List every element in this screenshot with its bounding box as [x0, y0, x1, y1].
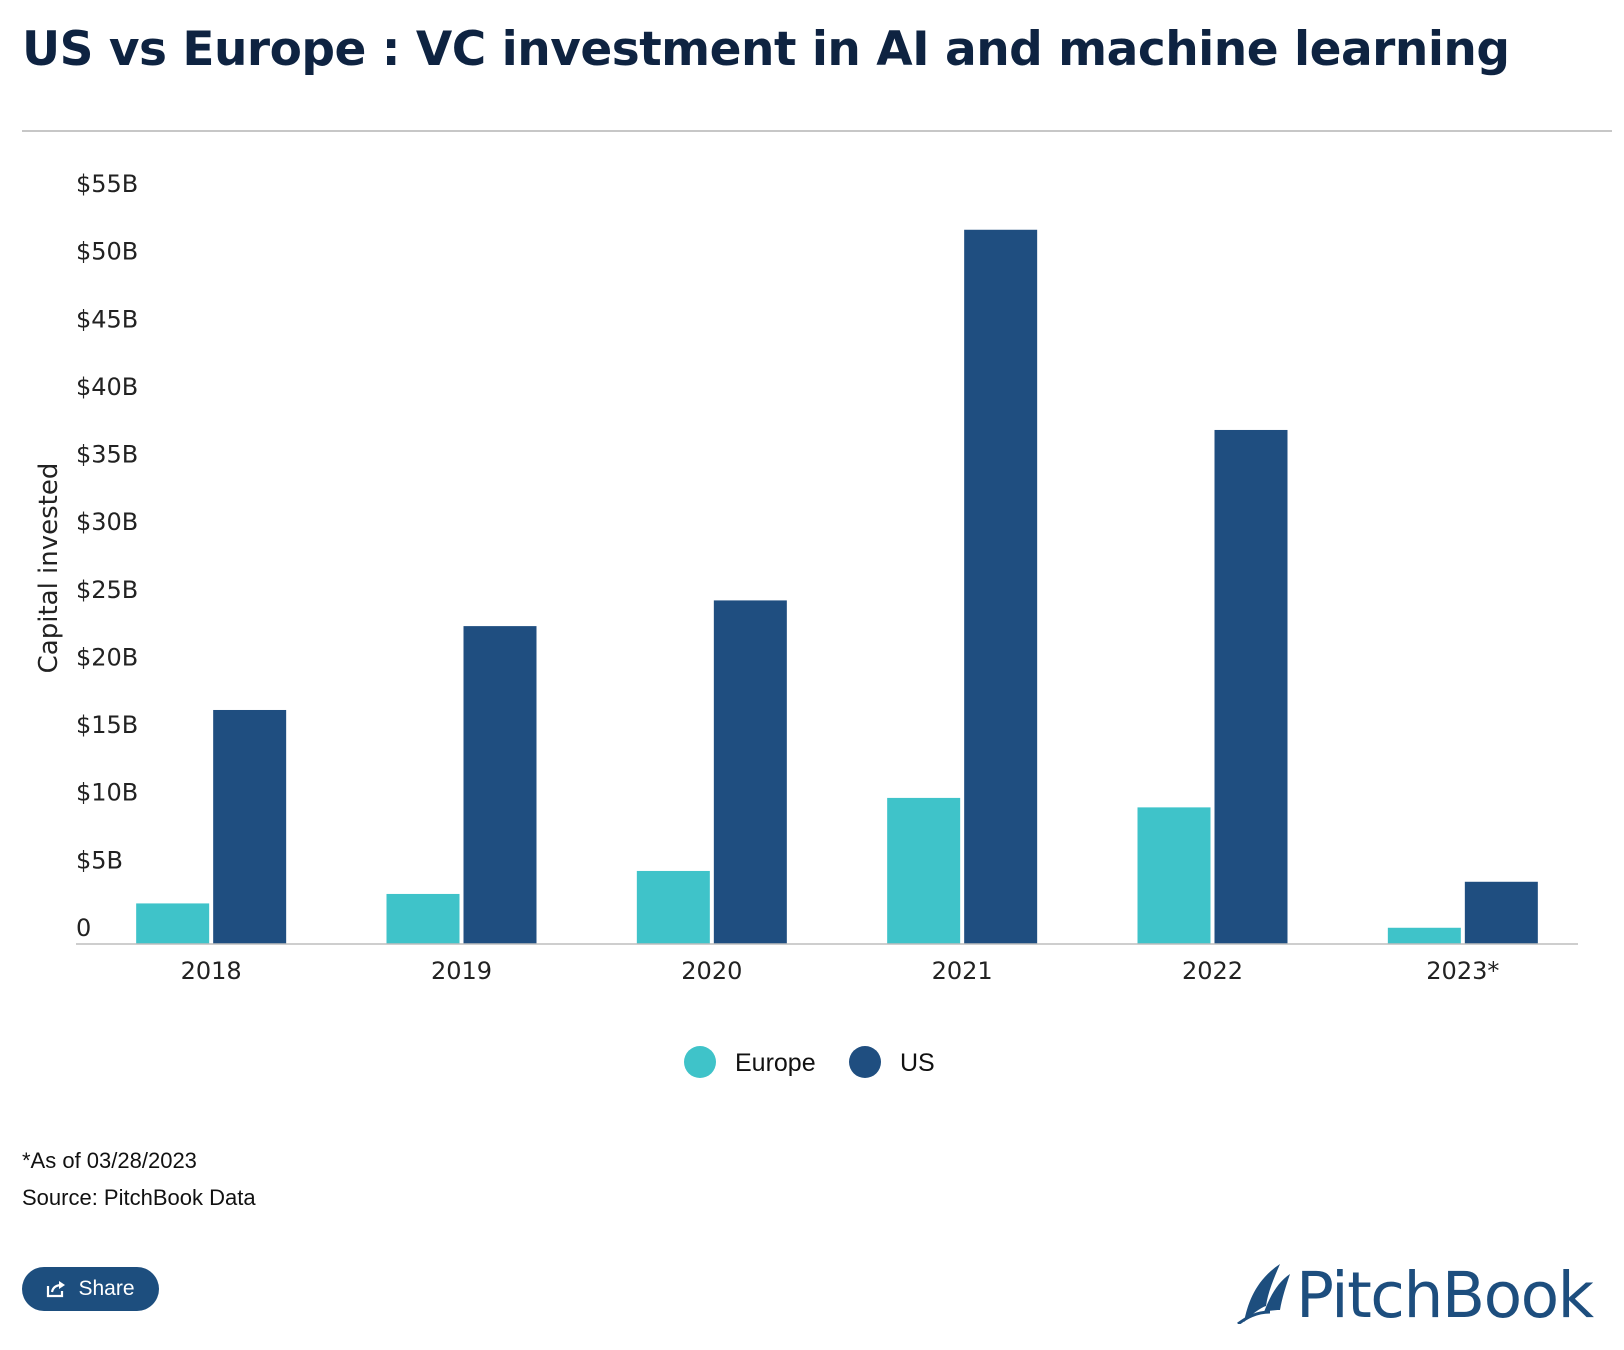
y-tick-label: $35B	[76, 441, 138, 469]
x-tick-label: 2020	[681, 957, 742, 985]
bar-europe-2018	[136, 903, 210, 944]
y-axis-ticks: 0 $5B $10B $15B $20B $25B $30B $35B $40B $45B $50B…	[76, 170, 138, 942]
x-tick-label: 2018	[181, 957, 242, 985]
bar-europe-2020	[636, 870, 710, 944]
title-divider	[22, 130, 1612, 132]
chart-title: US vs Europe : VC investment in AI and m…	[22, 22, 1510, 77]
pitchbook-logo-text: PitchBook	[1296, 1259, 1594, 1332]
x-tick-label: 2021	[932, 957, 993, 985]
share-label: Share	[78, 1277, 135, 1300]
x-tick-label: 2022	[1182, 957, 1243, 985]
y-tick-label: $30B	[76, 508, 138, 536]
legend-swatch-us	[849, 1046, 881, 1078]
y-tick-label: $15B	[76, 711, 138, 739]
legend-label-us: US	[900, 1049, 935, 1077]
y-tick-label: $40B	[76, 373, 138, 401]
y-tick-label: $20B	[76, 643, 138, 671]
bar-europe-2022	[1137, 807, 1211, 944]
bar-marks	[136, 229, 1538, 944]
footnote-source: Source: PitchBook Data	[22, 1185, 256, 1210]
bar-us-2022	[1214, 429, 1288, 944]
x-axis-ticks: 2018 2019 2020 2021 2022 2023*	[181, 957, 1500, 985]
x-tick-label: 2023*	[1426, 957, 1499, 985]
bar-europe-2019	[386, 893, 460, 944]
bar-europe-2021	[887, 797, 961, 944]
y-tick-label: $50B	[76, 238, 138, 266]
y-tick-label: $45B	[76, 305, 138, 333]
legend-swatch-europe	[684, 1046, 716, 1078]
bar-us-2023	[1464, 881, 1538, 944]
y-tick-label: $5B	[76, 846, 123, 874]
y-tick-label: $55B	[76, 170, 138, 198]
bar-us-2021	[964, 229, 1038, 944]
y-tick-label: $10B	[76, 779, 138, 807]
bar-europe-2023	[1387, 927, 1461, 944]
footnote-as-of: *As of 03/28/2023	[22, 1148, 197, 1173]
y-axis-label: Capital invested	[34, 463, 64, 674]
bar-us-2018	[213, 709, 287, 944]
share-button[interactable]: Share	[22, 1267, 159, 1311]
y-tick-label: $25B	[76, 576, 138, 604]
y-tick-label: 0	[76, 914, 91, 942]
bar-us-2020	[713, 600, 787, 944]
bar-us-2019	[463, 626, 537, 944]
x-tick-label: 2019	[431, 957, 492, 985]
pitchbook-logo: PitchBook	[1234, 1259, 1594, 1332]
pitchbook-logo-mark	[1234, 1262, 1292, 1329]
legend: Europe US	[684, 1046, 935, 1078]
legend-label-europe: Europe	[735, 1049, 816, 1077]
share-icon	[46, 1280, 68, 1298]
bar-chart: 0 $5B $10B $15B $20B $25B $30B $35B $40B $45B $50B…	[34, 170, 1578, 1078]
